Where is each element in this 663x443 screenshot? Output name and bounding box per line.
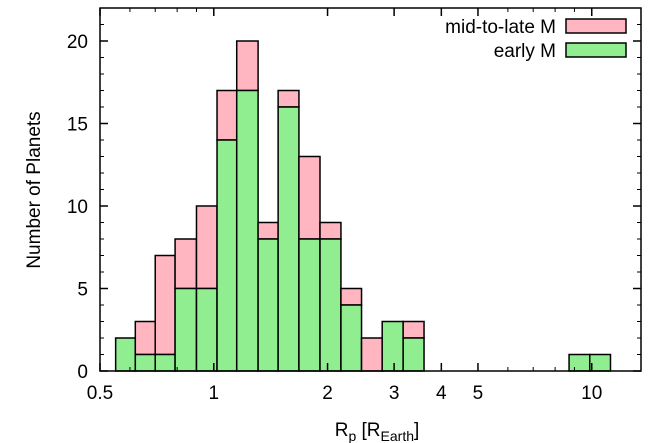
x-axis-title-bracket-sub: Earth bbox=[381, 428, 414, 443]
bar-early-m bbox=[216, 139, 238, 372]
x-axis-title-bracket-close: ] bbox=[414, 420, 419, 441]
legend-label: early M bbox=[494, 41, 556, 62]
bar-mid-to-late-m bbox=[277, 89, 300, 108]
bar-early-m bbox=[319, 238, 342, 372]
x-tick-label: 4 bbox=[436, 383, 447, 404]
bar-early-m bbox=[195, 287, 218, 372]
x-tick-label: 1 bbox=[208, 383, 219, 404]
y-tick-label: 0 bbox=[77, 362, 88, 383]
bar-mid-to-late-m bbox=[298, 155, 321, 240]
x-tick-label: 0.5 bbox=[87, 383, 113, 404]
bar-mid-to-late-m bbox=[134, 320, 156, 356]
y-tick-label: 20 bbox=[67, 32, 88, 53]
bar-early-m bbox=[134, 353, 156, 372]
x-axis-title-sub: p bbox=[348, 428, 356, 443]
ticks-layer: 0 5 10 15 20 0.5 1 2 3 4 5 10 bbox=[67, 8, 641, 404]
bars-layer bbox=[114, 40, 612, 372]
legend-item-mid-to-late-m: mid-to-late M bbox=[445, 17, 627, 38]
legend-label: mid-to-late M bbox=[445, 17, 556, 38]
bar-mid-to-late-m bbox=[319, 221, 342, 240]
bar-early-m bbox=[298, 238, 321, 372]
bar-mid-to-late-m bbox=[257, 221, 279, 240]
y-tick-label: 15 bbox=[67, 115, 88, 136]
bar-mid-to-late-m bbox=[216, 89, 238, 141]
bar-early-m bbox=[154, 353, 176, 372]
bar-mid-to-late-m bbox=[235, 40, 259, 92]
x-tick-label: 10 bbox=[581, 383, 602, 404]
bar-early-m bbox=[589, 353, 612, 372]
bar-mid-to-late-m bbox=[360, 337, 383, 372]
legend: mid-to-late M early M bbox=[445, 17, 627, 62]
x-tick-label: 5 bbox=[473, 383, 484, 404]
bar-mid-to-late-m bbox=[154, 254, 176, 356]
x-tick-label: 2 bbox=[322, 383, 333, 404]
bar-early-m bbox=[257, 238, 279, 372]
y-axis-title: Number of Planets bbox=[24, 111, 45, 268]
y-tick-label: 5 bbox=[77, 280, 88, 301]
legend-swatch bbox=[565, 42, 627, 58]
bar-early-m bbox=[174, 287, 198, 372]
bar-mid-to-late-m bbox=[402, 320, 425, 339]
legend-swatch bbox=[565, 18, 627, 34]
x-axis-title: Rp [REarth] bbox=[335, 420, 420, 443]
bar-early-m bbox=[114, 337, 137, 372]
bar-early-m bbox=[235, 89, 259, 372]
x-tick-label: 3 bbox=[389, 383, 400, 404]
bar-mid-to-late-m bbox=[174, 238, 198, 290]
x-axis-title-bracket: [R bbox=[356, 420, 380, 441]
bar-early-m bbox=[568, 353, 591, 372]
bar-early-m bbox=[402, 337, 425, 372]
bar-early-m bbox=[381, 320, 404, 372]
x-axis-title-base: R bbox=[335, 420, 349, 441]
legend-item-early-m: early M bbox=[494, 41, 627, 62]
bar-early-m bbox=[277, 106, 300, 372]
bar-mid-to-late-m bbox=[340, 287, 363, 306]
bar-early-m bbox=[340, 304, 363, 372]
y-tick-label: 10 bbox=[67, 197, 88, 218]
bar-mid-to-late-m bbox=[195, 205, 218, 290]
